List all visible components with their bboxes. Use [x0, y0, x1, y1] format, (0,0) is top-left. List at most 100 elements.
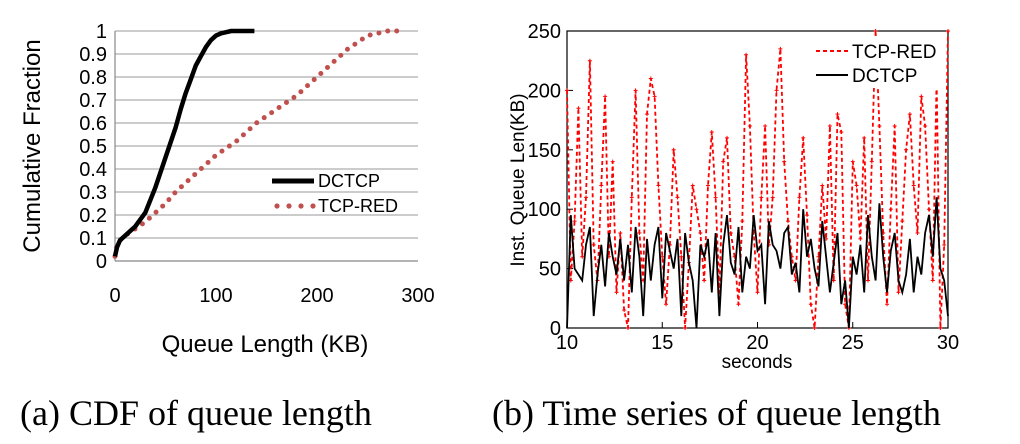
- timeseries-y-tick-label: 100: [528, 199, 561, 221]
- timeseries-point-tcp-red: [892, 124, 897, 129]
- cdf-x-axis-label: Queue Length (KB): [162, 331, 369, 358]
- timeseries-point-tcp-red: [645, 112, 650, 117]
- cdf-y-tick-label: 0.7: [79, 90, 107, 112]
- timeseries-chart: 0 50 100 150 200 250 10 15 20 25 30 Inst. Queue L…: [492, 21, 959, 433]
- cdf-y-tick-label: 0.8: [79, 67, 107, 89]
- timeseries-point-tcp-red: [770, 195, 775, 200]
- timeseries-x-tick-label: 20: [746, 332, 768, 354]
- timeseries-point-tcp-red: [797, 195, 802, 200]
- timeseries-point-tcp-red: [827, 124, 832, 129]
- timeseries-point-tcp-red: [675, 195, 680, 200]
- timeseries-point-tcp-red: [679, 254, 684, 259]
- legend-dot: [298, 203, 304, 209]
- timeseries-point-tcp-red: [858, 236, 863, 241]
- timeseries-point-tcp-red: [664, 302, 669, 307]
- timeseries-y-tick-label: 250: [528, 21, 561, 43]
- timeseries-x-tick-label: 15: [651, 332, 673, 354]
- timeseries-point-tcp-red: [614, 290, 619, 295]
- timeseries-point-tcp-red: [854, 183, 859, 188]
- cdf-series: [112, 28, 406, 259]
- timeseries-point-tcp-red: [865, 278, 870, 283]
- timeseries-point-tcp-red: [633, 88, 638, 93]
- timeseries-point-tcp-red: [888, 207, 893, 212]
- timeseries-point-tcp-red: [698, 230, 703, 235]
- cdf-y-tick-label: 0.6: [79, 113, 107, 135]
- timeseries-point-tcp-red: [942, 242, 947, 247]
- cdf-y-tick-label: 0.2: [79, 205, 107, 227]
- timeseries-point-tcp-red: [652, 94, 657, 99]
- timeseries-point-tcp-red: [603, 94, 608, 99]
- timeseries-point-tcp-red: [839, 129, 844, 134]
- timeseries-x-tick-label: 10: [556, 332, 578, 354]
- timeseries-point-tcp-red: [877, 124, 882, 129]
- cdf-y-tick-label: 0.4: [79, 159, 107, 181]
- legend-dot: [274, 203, 280, 209]
- timeseries-point-tcp-red: [565, 88, 569, 93]
- timeseries-point-tcp-red: [591, 242, 596, 247]
- timeseries-point-tcp-red: [862, 135, 867, 140]
- timeseries-y-tick-label: 150: [528, 140, 561, 162]
- legend-swatch-tcp-red: [274, 203, 316, 209]
- legend-dot: [286, 203, 292, 209]
- timeseries-point-tcp-red: [736, 302, 741, 307]
- timeseries-point-tcp-red: [584, 195, 589, 200]
- caption-a: (a) CDF of queue length: [20, 393, 372, 433]
- cdf-chart: 00.10.20.30.40.50.60.70.80.91 0 100 200 300…: [19, 21, 435, 433]
- timeseries-point-tcp-red: [930, 278, 935, 283]
- timeseries-point-tcp-red: [820, 183, 825, 188]
- cdf-line-dctcp: [112, 28, 255, 257]
- timeseries-point-tcp-red: [629, 195, 634, 200]
- cdf-x-tick-label: 300: [401, 285, 434, 307]
- timeseries-y-axis-label: Inst. Queue Len(KB): [508, 93, 529, 266]
- timeseries-point-tcp-red: [728, 230, 733, 235]
- timeseries-point-tcp-red: [907, 112, 912, 117]
- timeseries-x-tick-labels: 10 15 20 25 30: [556, 322, 959, 354]
- timeseries-point-tcp-red: [744, 52, 749, 57]
- timeseries-point-tcp-red: [576, 106, 581, 111]
- timeseries-point-tcp-red: [690, 183, 695, 188]
- timeseries-point-tcp-red: [900, 219, 905, 224]
- timeseries-point-tcp-red: [896, 290, 901, 295]
- timeseries-x-tick-label: 30: [937, 332, 959, 354]
- timeseries-x-tick-label: 25: [842, 332, 864, 354]
- timeseries-point-tcp-red: [885, 302, 890, 307]
- cdf-y-tick-label: 0: [96, 251, 107, 273]
- cdf-legend: DCTCP TCP-RED: [272, 171, 398, 216]
- timeseries-point-tcp-red: [755, 290, 760, 295]
- timeseries-point-tcp-red: [808, 302, 813, 307]
- timeseries-point-tcp-red: [709, 129, 714, 134]
- timeseries-point-tcp-red: [671, 147, 676, 152]
- timeseries-legend: TCP-RED DCTCP: [812, 36, 946, 88]
- cdf-x-tick-labels: 0 100 200 300: [109, 285, 434, 307]
- cdf-y-tick-label: 0.1: [79, 228, 107, 250]
- cdf-x-tick-label: 100: [199, 285, 232, 307]
- legend-background: [812, 36, 946, 88]
- timeseries-point-tcp-red: [774, 88, 779, 93]
- cdf-line-tcp-red: [112, 28, 406, 259]
- legend-label-dctcp: DCTCP: [318, 171, 380, 191]
- timeseries-x-axis-label: seconds: [722, 352, 793, 373]
- timeseries-point-tcp-red: [793, 278, 798, 283]
- timeseries-line-dctcp: [566, 197, 949, 329]
- timeseries-point-tcp-red: [938, 326, 943, 330]
- timeseries-point-tcp-red: [656, 183, 661, 188]
- timeseries-point-tcp-red: [759, 195, 764, 200]
- timeseries-point-tcp-red: [911, 183, 916, 188]
- timeseries-point-tcp-red: [835, 112, 840, 117]
- timeseries-point-tcp-red: [926, 207, 931, 212]
- legend-label-tcp-red: TCP-RED: [852, 42, 936, 63]
- legend-label-dctcp: DCTCP: [852, 66, 917, 87]
- timeseries-point-tcp-red: [805, 213, 810, 218]
- timeseries-point-tcp-red: [778, 46, 783, 51]
- timeseries-point-tcp-red: [873, 29, 878, 33]
- legend-label-tcp-red: TCP-RED: [318, 196, 398, 216]
- timeseries-point-tcp-red: [648, 76, 653, 81]
- timeseries-y-tick-labels: 0 50 100 150 200 250: [528, 21, 573, 340]
- timeseries-point-tcp-red: [702, 278, 707, 283]
- timeseries-series: [565, 29, 950, 330]
- cdf-y-axis-label: Cumulative Fraction: [19, 39, 46, 252]
- timeseries-point-tcp-red: [850, 159, 855, 164]
- timeseries-point-tcp-red: [785, 219, 790, 224]
- timeseries-point-tcp-red: [782, 159, 787, 164]
